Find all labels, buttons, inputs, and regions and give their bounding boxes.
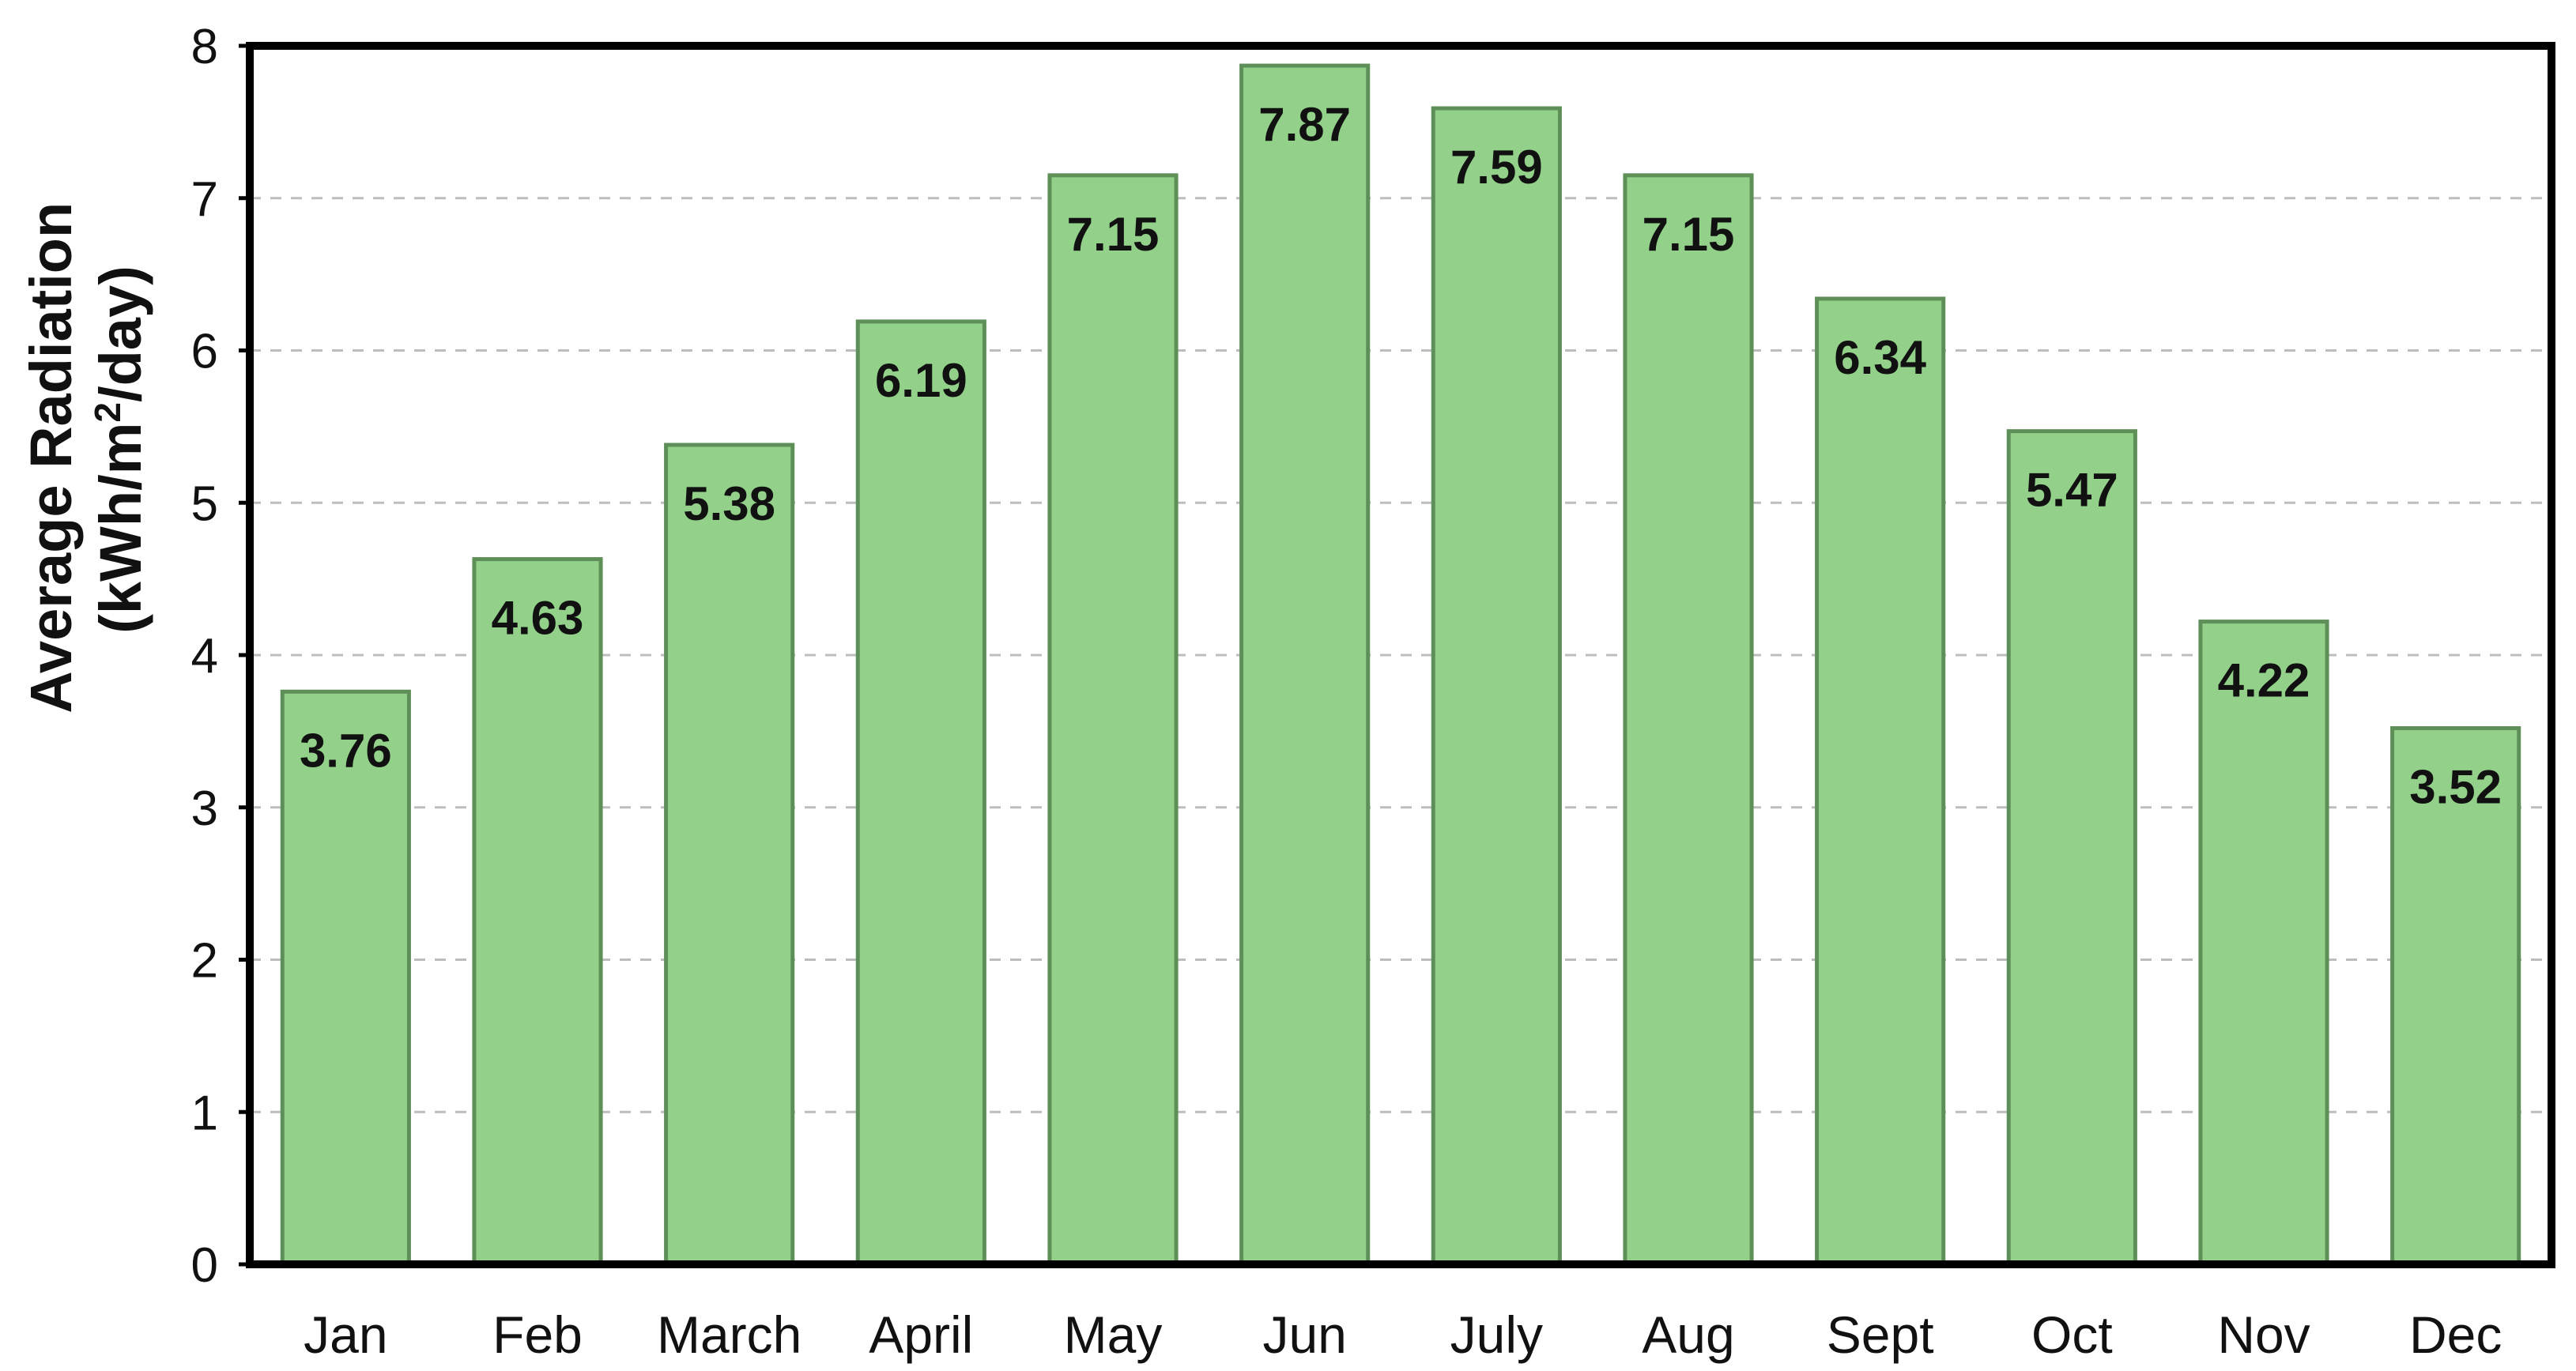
bar-data-label: 7.15 (1067, 208, 1160, 261)
bar (2390, 726, 2521, 1267)
y-tick-label: 7 (191, 172, 218, 227)
y-axis-title-unit: (kWh/m2/day) (87, 266, 153, 634)
bar-data-label: 3.76 (300, 724, 392, 777)
y-tick-label: 0 (191, 1238, 218, 1293)
bar-data-label: 4.22 (2218, 654, 2310, 707)
bar (2006, 429, 2137, 1267)
bar (1623, 173, 1754, 1267)
bar-data-label: 7.15 (1643, 208, 1735, 261)
x-category-label: Sept (1827, 1305, 1934, 1364)
y-axis-ticks: 0 1 2 3 4 5 6 7 8 (191, 20, 250, 1293)
bar-data-label: 6.34 (1834, 331, 1926, 384)
x-category-label: Feb (492, 1305, 583, 1364)
bar (1047, 173, 1179, 1267)
x-category-label: April (869, 1305, 973, 1364)
bars (280, 63, 2521, 1267)
bar (664, 443, 795, 1267)
y-axis-unit-pre: (kWh/m (88, 423, 153, 634)
bar (1239, 63, 1371, 1267)
y-tick-label: 4 (191, 629, 218, 684)
y-axis-unit-superscript: 2 (87, 402, 128, 423)
bar-data-label: 4.63 (492, 592, 584, 645)
bar-data-label: 7.87 (1258, 98, 1351, 151)
y-axis-title-main: Average Radiation (18, 202, 84, 714)
bar-data-label: 5.47 (2026, 464, 2118, 517)
bar (280, 689, 411, 1267)
x-category-label: Dec (2409, 1305, 2502, 1364)
bar (855, 319, 986, 1267)
x-category-label: March (657, 1305, 801, 1364)
bar-data-label: 3.52 (2409, 761, 2502, 814)
y-tick-label: 2 (191, 934, 218, 989)
y-tick-label: 5 (191, 476, 218, 531)
x-category-label: July (1450, 1305, 1543, 1364)
bar (472, 557, 603, 1267)
grid-lines (250, 197, 2551, 1113)
y-tick-label: 8 (191, 20, 218, 74)
bar-data-label: 7.59 (1450, 141, 1543, 194)
x-category-label: Jun (1262, 1305, 1346, 1364)
y-axis-unit-post: /day) (88, 266, 153, 402)
x-category-label: Nov (2217, 1305, 2310, 1364)
y-tick-label: 6 (191, 325, 218, 379)
bar (1431, 106, 1562, 1267)
plot-frame (246, 42, 2555, 1268)
x-axis-categories: Jan Feb March April May Jun July Aug Sept Oct Nov D… (304, 1305, 2502, 1364)
x-category-label: May (1064, 1305, 1163, 1364)
bar-data-label: 5.38 (683, 477, 775, 530)
bar-data-label: 6.19 (875, 354, 967, 407)
y-axis-title: Average Radiation (kWh/m2/day) (18, 186, 153, 714)
y-tick-label: 1 (191, 1086, 218, 1140)
y-tick-label: 3 (191, 782, 218, 836)
x-category-label: Aug (1642, 1305, 1734, 1364)
x-category-label: Jan (304, 1305, 387, 1364)
bar (2198, 620, 2329, 1267)
x-category-label: Oct (2031, 1305, 2113, 1364)
data-labels: 3.76 4.63 5.38 6.19 7.15 7.87 7.59 7.15 6.34 5.47… (300, 98, 2502, 813)
bar (1815, 296, 1946, 1267)
